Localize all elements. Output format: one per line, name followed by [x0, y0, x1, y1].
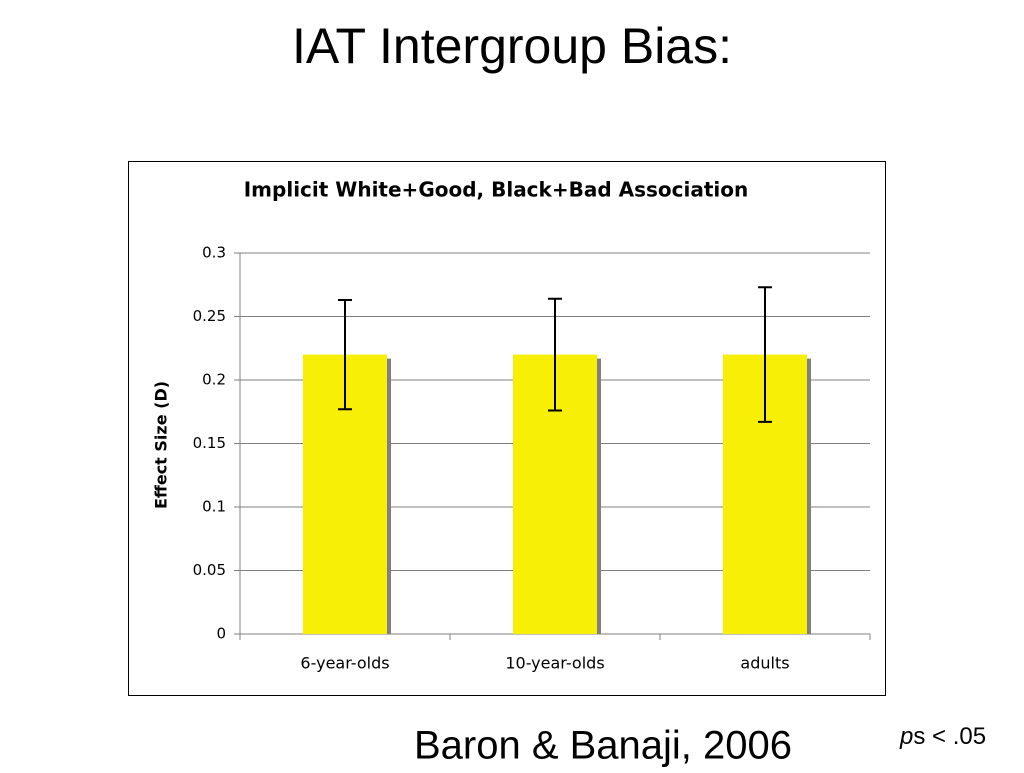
note-rest: s < .05 — [913, 723, 986, 750]
error-bar — [548, 297, 562, 412]
citation: Baron & Banaji, 2006 — [414, 724, 792, 768]
y-tick-label: 0.25 — [193, 307, 226, 325]
error-bar — [338, 298, 352, 411]
slide-title: IAT Intergroup Bias: — [292, 18, 732, 74]
x-tick-label: adults — [740, 654, 789, 673]
x-tick-label: 10-year-olds — [505, 654, 604, 673]
y-tick-label: 0.3 — [202, 244, 226, 262]
y-tick-label: 0.15 — [193, 434, 226, 452]
x-tick-label: 6-year-olds — [300, 654, 389, 673]
chart-title: Implicit White+Good, Black+Bad Associati… — [244, 178, 749, 202]
y-axis-label: Effect Size (D) — [152, 381, 171, 509]
significance-note: ps < .05 — [899, 723, 986, 750]
plot-area: 0 0.05 0.1 0.15 0.2 0.25 0.3 6-year-olds 10-year… — [193, 244, 871, 673]
y-tick-label: 0.1 — [202, 498, 226, 516]
y-tick-label: 0.2 — [202, 371, 226, 389]
error-bar — [758, 286, 772, 423]
y-tick-label: 0 — [216, 625, 226, 643]
y-tick-label: 0.05 — [193, 561, 226, 579]
note-italic: p — [899, 723, 913, 750]
